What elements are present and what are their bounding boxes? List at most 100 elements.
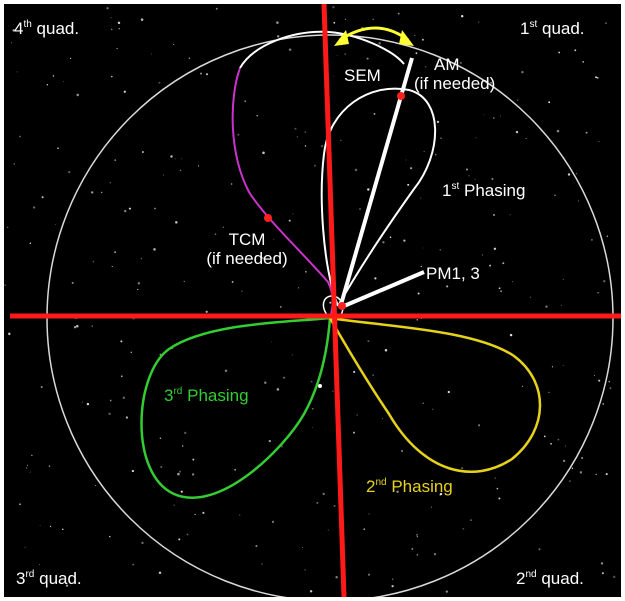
star: [432, 408, 434, 410]
star: [416, 318, 419, 321]
vertical-axis: [321, 4, 347, 597]
star: [41, 196, 44, 199]
star: [423, 80, 426, 83]
star: [276, 21, 279, 24]
star: [12, 29, 15, 32]
star: [417, 292, 420, 295]
star: [261, 563, 263, 565]
star: [215, 7, 218, 10]
star: [255, 258, 257, 260]
star: [332, 6, 335, 9]
star: [111, 266, 113, 268]
first-phasing-loop: [320, 87, 437, 307]
star: [170, 155, 173, 158]
star: [397, 12, 400, 15]
star: [483, 114, 485, 116]
star: [76, 93, 79, 97]
star: [322, 492, 325, 496]
star: [374, 277, 377, 280]
star: [461, 466, 464, 470]
star: [439, 249, 441, 251]
first-phasing-label: 1st Phasing: [442, 181, 526, 200]
sem-arrowhead-right: [399, 30, 414, 46]
star: [16, 71, 18, 73]
star: [403, 239, 406, 242]
star: [603, 280, 606, 283]
star: [179, 470, 182, 473]
star: [91, 325, 93, 327]
star: [579, 471, 583, 474]
star: [188, 57, 191, 59]
star: [309, 590, 313, 593]
transfer-trajectory-magenta: [231, 67, 334, 319]
star: [420, 197, 422, 199]
quadrant-1-label: 1st quad.: [520, 19, 585, 38]
star: [368, 480, 371, 483]
star: [109, 399, 112, 402]
star: [304, 145, 307, 147]
star: [11, 42, 12, 44]
star: [401, 450, 404, 452]
star: [489, 264, 492, 267]
star: [574, 49, 577, 52]
star: [367, 573, 371, 576]
star: [612, 575, 616, 579]
tcm-text: TCM: [228, 230, 266, 249]
star: [425, 66, 427, 68]
star: [569, 480, 571, 483]
star: [46, 84, 49, 86]
star: [410, 167, 413, 170]
star: [174, 158, 176, 160]
star: [191, 473, 195, 476]
star: [163, 174, 164, 176]
star: [493, 214, 495, 216]
star: [304, 569, 306, 571]
star: [110, 28, 113, 31]
star: [354, 168, 358, 172]
star: [551, 366, 554, 368]
star: [316, 501, 319, 504]
star: [556, 129, 560, 133]
star: [110, 17, 112, 19]
star: [177, 472, 180, 476]
star: [447, 390, 450, 394]
star: [378, 42, 381, 45]
star: [205, 310, 208, 313]
star: [582, 61, 585, 63]
star: [468, 175, 470, 177]
quadrant-4-label: 4th quad.: [14, 19, 80, 38]
star: [25, 467, 27, 469]
star: [433, 553, 437, 556]
star: [57, 147, 59, 150]
star: [320, 144, 324, 148]
star: [19, 135, 21, 138]
star: [430, 506, 432, 508]
star: [241, 290, 243, 292]
star: [490, 81, 493, 84]
star: [130, 351, 133, 354]
star: [598, 141, 600, 143]
star: [414, 34, 416, 37]
star: [601, 572, 604, 575]
star: [420, 265, 422, 268]
star: [31, 454, 33, 456]
star: [256, 114, 258, 117]
star: [509, 333, 513, 337]
diagram-canvas: 4th quad. 1st quad. 3rd quad. 2nd quad. …: [4, 4, 621, 597]
star: [178, 538, 181, 541]
star: [183, 280, 185, 282]
star: [333, 75, 335, 77]
star: [482, 254, 484, 256]
star: [329, 301, 332, 304]
star: [423, 150, 425, 152]
star: [231, 281, 234, 283]
star: [202, 511, 205, 514]
star: [13, 163, 15, 165]
star: [372, 18, 374, 21]
star: [496, 487, 499, 490]
star: [521, 70, 524, 74]
star: [288, 48, 292, 51]
star: [382, 241, 385, 244]
star: [234, 468, 237, 471]
star: [65, 584, 69, 587]
